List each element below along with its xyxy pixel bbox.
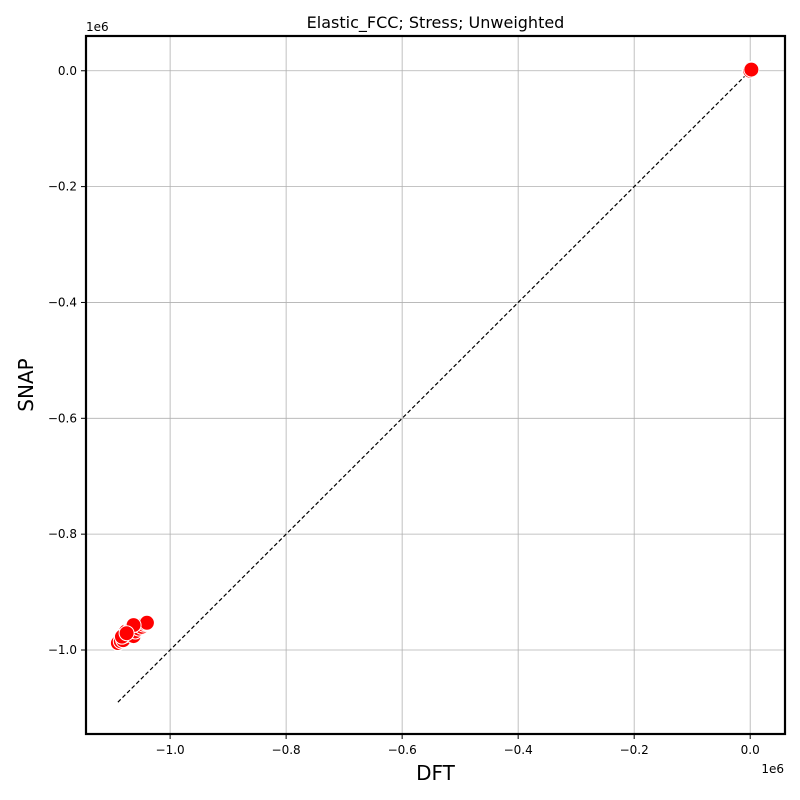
x-tick-label: −0.8: [272, 743, 301, 757]
y-axis-offset-label: 1e6: [86, 20, 109, 34]
y-tick-label: −0.4: [48, 295, 77, 309]
x-axis-offset-label: 1e6: [761, 762, 784, 776]
reference-line: [117, 70, 751, 703]
y-tick-label: −0.6: [48, 411, 77, 425]
reference-line-layer: [117, 70, 751, 703]
grid-layer: [86, 36, 785, 734]
x-tick-label: −1.0: [156, 743, 185, 757]
data-point: [743, 61, 760, 78]
data-point: [118, 625, 135, 642]
points-layer: [109, 61, 760, 652]
x-tick-label: −0.4: [504, 743, 533, 757]
chart-title: Elastic_FCC; Stress; Unweighted: [307, 13, 565, 33]
y-tick-label: 0.0: [58, 64, 77, 78]
axes-layer: −1.0 −0.8 −0.6 −0.4 −0.2 0.0 −1.0 −0.8 −0.6 −0.4 −…: [48, 34, 787, 757]
y-tick-label: −1.0: [48, 643, 77, 657]
x-tick-label: −0.6: [388, 743, 417, 757]
y-axis-label: SNAP: [14, 358, 38, 411]
plot-frame: [84, 34, 787, 736]
x-tick-label: 0.0: [741, 743, 760, 757]
x-axis-label: DFT: [416, 761, 456, 785]
y-tick-label: −0.8: [48, 527, 77, 541]
data-point: [138, 614, 155, 631]
x-tick-label: −0.2: [620, 743, 649, 757]
y-tick-label: −0.2: [48, 180, 77, 194]
